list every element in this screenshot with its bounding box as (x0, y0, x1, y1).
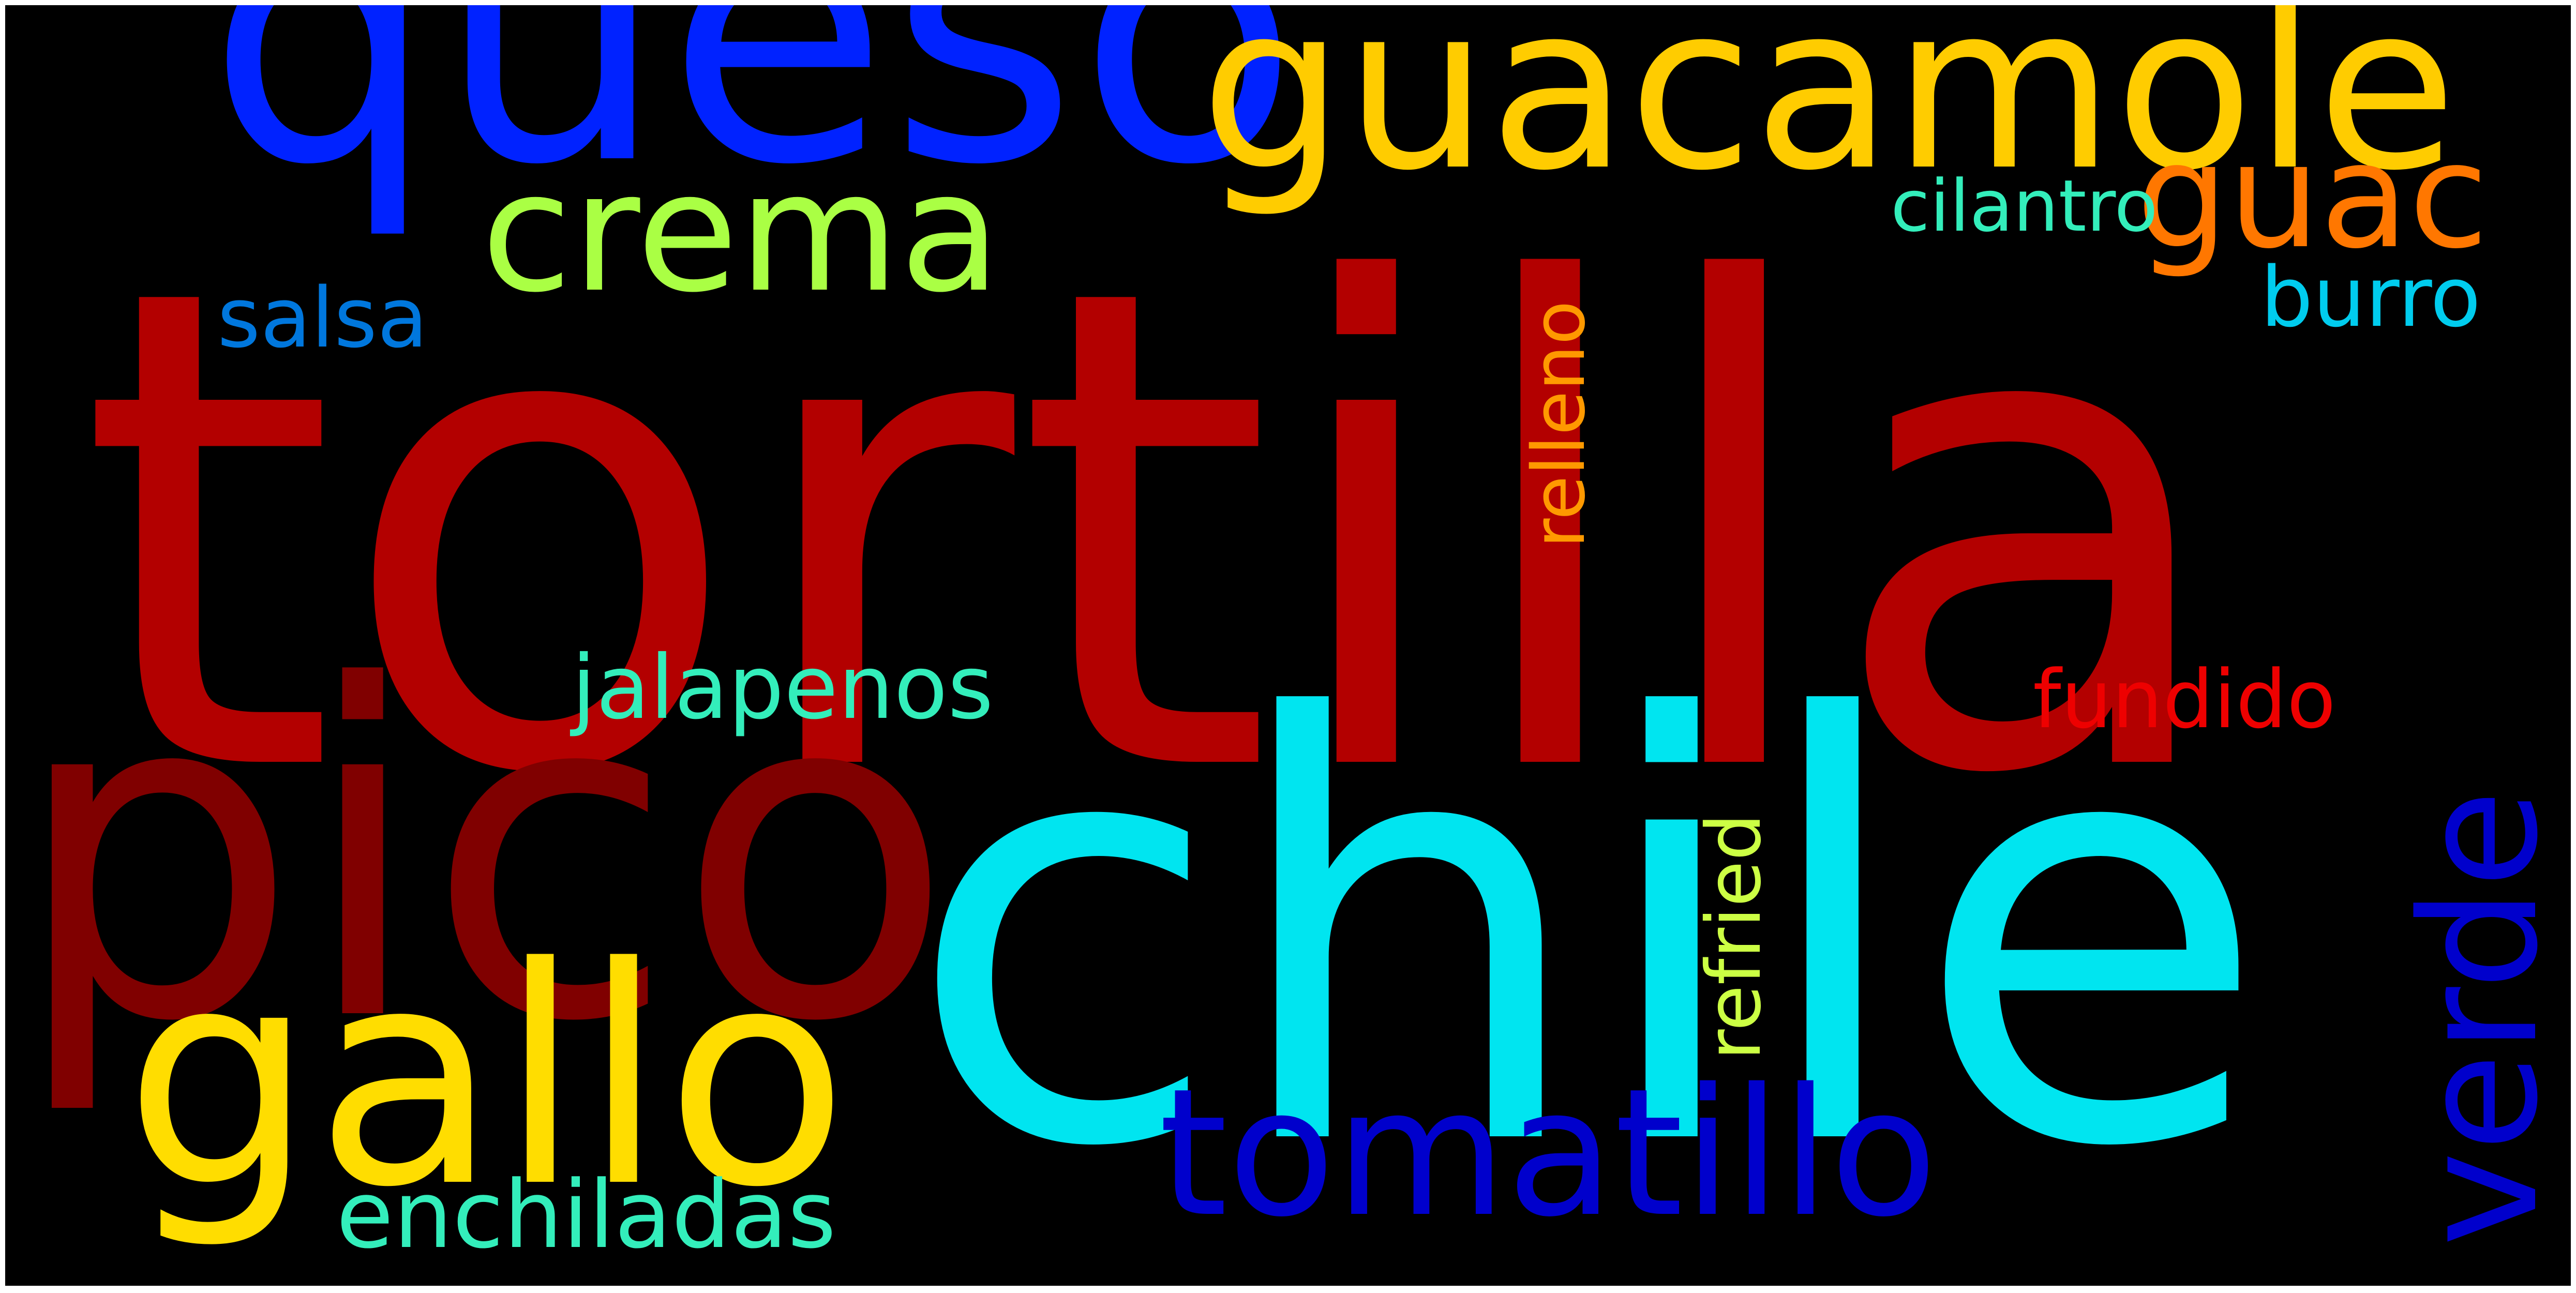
word-pico: pico (10, 591, 955, 1121)
word-refried: refried (1690, 813, 1778, 1060)
word-cilantro: cilantro (1891, 164, 2158, 248)
word-relleno: relleno (1517, 300, 1601, 548)
word-cloud: tortilla chile pico queso guacamole gall… (5, 5, 2571, 1286)
word-enchiladas: enchiladas (336, 1161, 836, 1269)
word-chile: chile (905, 599, 2270, 1273)
word-tomatillo: tomatillo (1159, 1051, 1938, 1256)
word-guac: guac (2136, 112, 2489, 281)
word-jalapenos: jalapenos (572, 637, 994, 739)
word-gallo: gallo (124, 904, 849, 1253)
word-burro: burro (2260, 249, 2481, 345)
word-guacamole: guacamole (1200, 5, 2458, 220)
word-salsa: salsa (217, 269, 428, 366)
word-fundido: fundido (2033, 653, 2336, 746)
word-queso: queso (207, 5, 1299, 244)
word-tortilla: tortilla (78, 147, 2232, 918)
word-verde: verde (2387, 789, 2571, 1246)
word-crema: crema (481, 137, 1001, 329)
